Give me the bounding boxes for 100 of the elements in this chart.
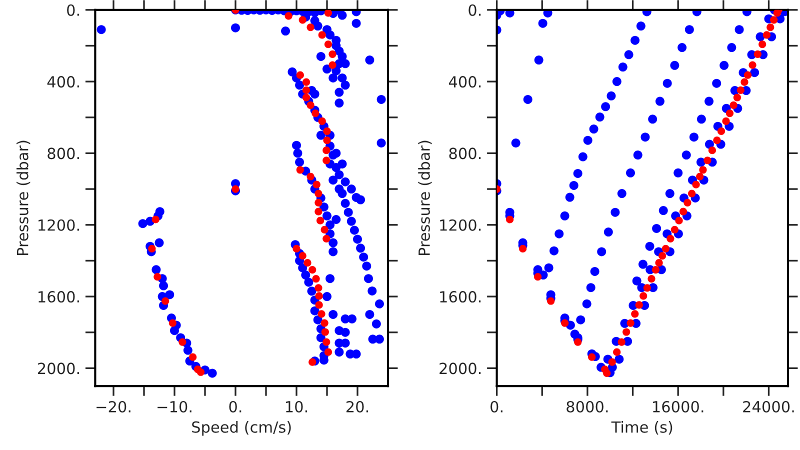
point (306, 172, 314, 180)
point (708, 146, 716, 154)
point (306, 23, 314, 32)
point (318, 117, 326, 125)
point (292, 244, 300, 252)
x-tick-label: 8000. (566, 400, 608, 413)
x-axis-title: Time (s) (611, 421, 672, 435)
point (322, 338, 330, 346)
point (626, 319, 634, 327)
point (699, 166, 707, 174)
point (302, 94, 310, 102)
point (314, 190, 322, 198)
point (322, 146, 330, 154)
point (684, 198, 692, 206)
point (168, 319, 176, 327)
y-tick-label: 400. (47, 76, 79, 88)
point (547, 297, 555, 305)
point (322, 234, 330, 242)
point (643, 284, 651, 292)
x-tick-label: −20. (96, 400, 130, 413)
point (618, 338, 626, 346)
y-axis-title: Pressure (dbar) (418, 140, 432, 256)
y-axis-title: Pressure (dbar) (16, 140, 30, 256)
point (318, 31, 326, 39)
point (506, 216, 514, 224)
point (762, 31, 771, 39)
x-tick-label: 10. (286, 400, 307, 413)
point (320, 226, 328, 234)
point (648, 274, 656, 283)
point (152, 216, 160, 224)
point (622, 328, 630, 336)
point (713, 136, 721, 144)
point (324, 40, 332, 48)
point (744, 71, 752, 79)
y-tick-label: 0. (468, 4, 481, 16)
y-tick-label: 1200. (440, 219, 481, 231)
x-tick-label: 0. (490, 400, 502, 413)
point (322, 156, 330, 164)
point (736, 86, 744, 94)
point (154, 273, 162, 281)
y-tick-label: 400. (448, 76, 481, 88)
point (312, 109, 320, 118)
point (635, 301, 643, 309)
point (316, 216, 324, 224)
point (640, 292, 648, 300)
point (692, 180, 700, 188)
point (162, 297, 170, 305)
point (666, 234, 674, 242)
point (766, 23, 774, 32)
point (296, 166, 304, 174)
point (662, 244, 670, 252)
point (178, 338, 186, 346)
point (704, 156, 712, 164)
x-tick-label: −10. (158, 400, 192, 413)
point (188, 353, 197, 361)
y-tick-label: 800. (48, 148, 79, 160)
point (328, 61, 336, 69)
point (740, 78, 748, 86)
point (631, 310, 639, 318)
point (675, 216, 683, 224)
point (561, 319, 569, 327)
point (324, 10, 332, 17)
y-tick-label: 2000. (440, 362, 481, 374)
point (758, 40, 766, 48)
point (574, 338, 582, 346)
x-tick-label: 20. (346, 400, 368, 413)
point (679, 208, 688, 216)
point (670, 226, 678, 234)
point (534, 273, 542, 281)
point (658, 252, 666, 260)
point (748, 61, 756, 69)
point (314, 198, 322, 206)
point (312, 274, 320, 283)
point (696, 172, 704, 180)
point (603, 369, 611, 378)
y-tick-label: 1600. (38, 290, 79, 303)
point (298, 16, 306, 24)
x-tick-label: 0. (229, 400, 242, 413)
point (754, 50, 762, 58)
point (308, 266, 316, 274)
point (688, 190, 696, 198)
x-tick-label: 16000. (653, 400, 704, 413)
point (304, 259, 312, 267)
point (314, 208, 322, 216)
point (302, 86, 310, 94)
point (306, 101, 314, 110)
y-tick-label: 2000. (38, 362, 79, 374)
y-tick-label: 1200. (38, 219, 79, 231)
point (232, 185, 240, 193)
point (298, 252, 306, 260)
point (770, 16, 778, 24)
point (315, 301, 323, 309)
point (302, 78, 310, 86)
point (320, 319, 328, 327)
point (314, 284, 322, 292)
point (321, 328, 329, 336)
point (148, 244, 156, 252)
point (323, 127, 331, 135)
point (519, 244, 527, 252)
y-tick-label: 1600. (440, 290, 481, 303)
